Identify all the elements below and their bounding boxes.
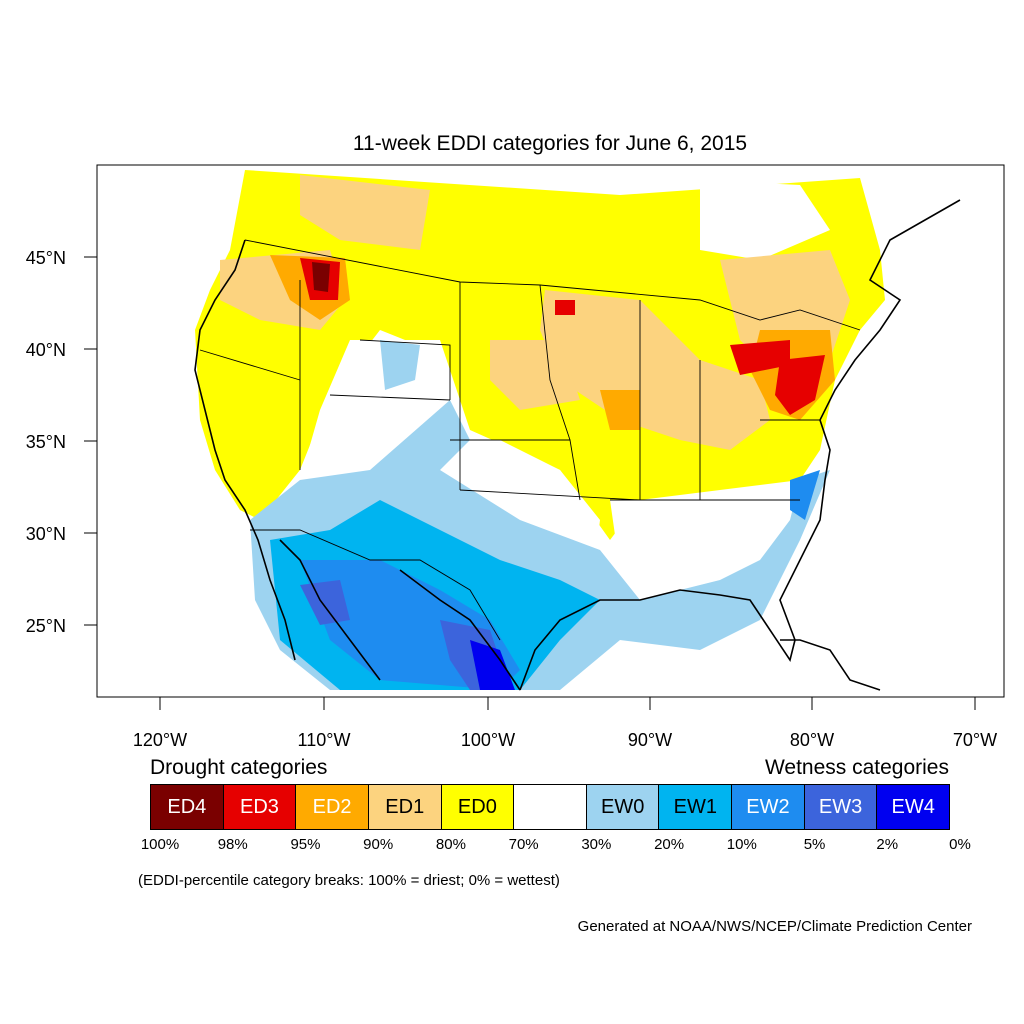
break-label: 90%	[363, 836, 394, 853]
eddi-map: 45°N 40°N 35°N 30°N 25°N 120°W 110°W 100°W 90°W…	[26, 164, 1005, 750]
field-ew1-nc	[790, 470, 820, 520]
lat-label: 40°N	[26, 340, 66, 360]
break-label: 2%	[876, 836, 899, 853]
field-ed3-pa	[775, 355, 825, 415]
lat-label: 25°N	[26, 616, 66, 636]
legend-box-ed2: ED2	[296, 785, 369, 829]
field-ed4-mt	[312, 262, 330, 292]
category-legend: ED4 ED3 ED2 ED1 ED0 EW0 EW1 EW2 EW3 EW4	[150, 784, 950, 830]
lat-label: 35°N	[26, 432, 66, 452]
legend-box-ed4: ED4	[151, 785, 224, 829]
lon-label: 70°W	[953, 730, 997, 750]
break-label: 98%	[217, 836, 248, 853]
lon-label: 100°W	[461, 730, 515, 750]
credit-line: Generated at NOAA/NWS/NCEP/Climate Predi…	[577, 918, 972, 935]
break-label: 70%	[508, 836, 539, 853]
borders	[199, 239, 861, 641]
field-ed1-canada	[300, 175, 430, 250]
lon-label: 90°W	[628, 730, 672, 750]
break-label: 100%	[140, 836, 180, 853]
latitude-axis: 45°N 40°N 35°N 30°N 25°N	[26, 248, 97, 636]
legend-box-ed0: ED0	[441, 785, 515, 829]
field-ed1-midwest	[540, 290, 770, 450]
lon-label: 110°W	[298, 730, 351, 750]
lon-label: 120°W	[133, 730, 187, 750]
field-ed3-mn	[555, 300, 575, 315]
category-note: (EDDI-percentile category breaks: 100% =…	[138, 872, 560, 889]
drought-categories-heading: Drought categories	[150, 756, 328, 779]
break-label: 30%	[581, 836, 612, 853]
break-label: 20%	[654, 836, 685, 853]
percentile-breaks: 100% 98% 95% 90% 80% 70% 30% 20% 10% 5% 2% 0%	[0, 836, 1024, 856]
field-ed1-plains	[490, 340, 580, 410]
lon-label: 80°W	[790, 730, 834, 750]
field-ed2-iowa	[600, 390, 640, 430]
legend-box-ew0: EW0	[586, 785, 660, 829]
legend-box-ew3: EW3	[804, 785, 878, 829]
break-label: 10%	[726, 836, 757, 853]
legend-box-ed1: ED1	[368, 785, 442, 829]
legend-box-neutral	[514, 785, 587, 829]
lat-label: 45°N	[26, 248, 66, 268]
break-label: 95%	[290, 836, 321, 853]
legend-box-ew1: EW1	[659, 785, 733, 829]
field-ew3	[300, 580, 350, 625]
break-label: 80%	[435, 836, 466, 853]
category-fields	[195, 170, 885, 690]
field-ed3-ontario	[730, 340, 790, 375]
legend-box-ew4: EW4	[877, 785, 950, 829]
coastlines	[194, 199, 961, 691]
lat-label: 30°N	[26, 524, 66, 544]
field-white-northeast	[700, 180, 830, 260]
wetness-categories-heading: Wetness categories	[764, 756, 949, 779]
legend-box-ew2: EW2	[732, 785, 805, 829]
field-ew4	[470, 640, 515, 690]
field-ew0-co	[380, 340, 420, 390]
break-label: 0%	[949, 836, 971, 853]
longitude-axis: 120°W 110°W 100°W 90°W 80°W 70°W	[133, 697, 997, 750]
break-label: 5%	[803, 836, 826, 853]
map-title: 11-week EDDI categories for June 6, 2015	[352, 132, 748, 155]
map-frame	[96, 164, 1005, 698]
legend-box-ed3: ED3	[223, 785, 297, 829]
